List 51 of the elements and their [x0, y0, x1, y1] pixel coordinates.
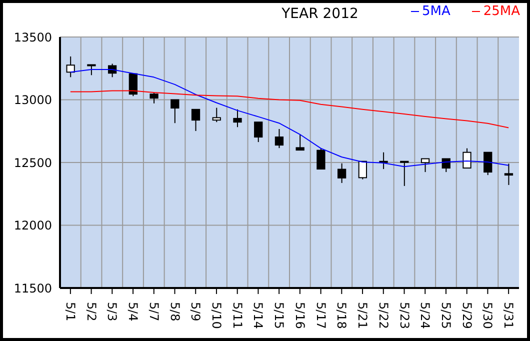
- candlestick: [150, 92, 158, 104]
- y-tick-label: 11500: [14, 281, 52, 296]
- x-tick-label: 5/9: [188, 302, 203, 322]
- x-tick-label: 5/16: [292, 302, 307, 329]
- x-tick-label: 5/25: [438, 302, 453, 329]
- y-tick-label: 12000: [14, 218, 52, 233]
- x-tick-label: 5/30: [480, 302, 495, 329]
- x-tick-label: 5/2: [84, 302, 98, 322]
- x-tick-label: 5/15: [272, 302, 286, 329]
- candlestick: [191, 108, 200, 132]
- candlestick: [484, 152, 492, 176]
- candlestick: [87, 64, 96, 76]
- legend-label: 5MA: [422, 4, 450, 19]
- x-tick-label: 5/11: [230, 302, 244, 329]
- candlestick: [316, 148, 326, 170]
- candlestick: [66, 56, 75, 78]
- x-tick-label: 5/23: [397, 302, 412, 329]
- candlestick: [420, 158, 430, 173]
- x-tick-label: 5/24: [418, 302, 432, 329]
- x-tick-label: 5/29: [460, 302, 474, 329]
- line-series: [70, 90, 510, 128]
- x-tick-label: 5/4: [126, 302, 140, 322]
- candlestick: [296, 134, 304, 151]
- x-tick-label: 5/22: [376, 302, 390, 329]
- x-tick-label: 5/3: [105, 302, 120, 322]
- candlestick: [254, 122, 263, 143]
- y-tick-label: 13000: [14, 93, 52, 108]
- candlestick: [400, 160, 409, 186]
- chart-title: YEAR 2012: [280, 6, 360, 22]
- x-tick-label: 5/17: [314, 302, 328, 329]
- candlestick: [233, 108, 242, 128]
- x-tick-label: 5/7: [146, 302, 161, 322]
- y-tick-label: 12500: [14, 156, 52, 170]
- legend-label: 25MA: [483, 4, 520, 19]
- x-tick-label: 5/31: [502, 302, 516, 329]
- candlestick: [504, 163, 514, 186]
- candlestick: [170, 99, 180, 124]
- candlestick: [358, 160, 367, 180]
- x-tick-label: 5/21: [356, 302, 370, 329]
- candlestick: [212, 107, 221, 123]
- candlestick: [379, 152, 388, 170]
- candlestick: [442, 158, 450, 173]
- x-tick-label: 5/18: [334, 302, 349, 329]
- candlestick: [337, 162, 346, 184]
- x-tick-label: 5/1: [63, 302, 78, 322]
- x-tick-label: 5/14: [251, 302, 266, 329]
- x-tick-label: 5/8: [168, 302, 182, 322]
- y-tick-label: 13500: [14, 30, 52, 44]
- candlestick: [274, 128, 284, 149]
- candlestick: [462, 148, 472, 169]
- x-tick-label: 5/10: [209, 302, 224, 329]
